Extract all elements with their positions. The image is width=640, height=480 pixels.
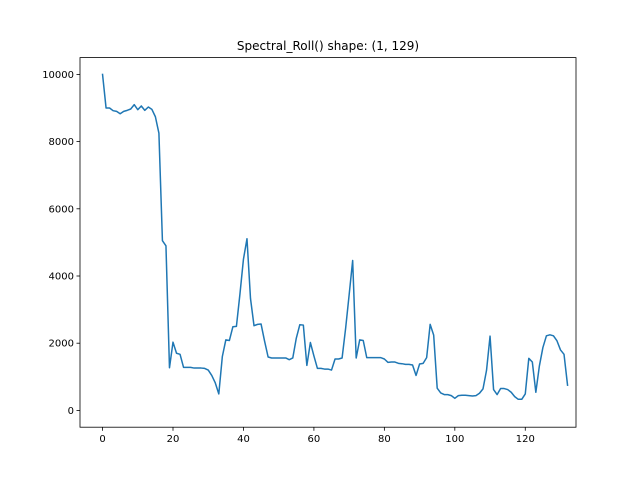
y-tick-label: 8000 (49, 137, 74, 148)
series-layer (101, 73, 569, 401)
x-tick-label: 40 (237, 434, 250, 445)
x-tick-label: 80 (378, 434, 391, 445)
x-tick-label: 100 (445, 434, 464, 445)
plot-area (80, 57, 576, 428)
y-tick-label: 0 (68, 406, 74, 417)
x-tick-label: 120 (516, 434, 535, 445)
y-tick-label: 2000 (49, 339, 74, 350)
chart-title: Spectral_Roll() shape: (1, 129) (237, 39, 419, 53)
x-axis: 0 20 40 60 80 100 120 (99, 427, 535, 445)
x-tick-label: 20 (167, 434, 180, 445)
y-tick-label: 4000 (49, 272, 74, 283)
plot-frame (79, 57, 577, 428)
y-tick-label: 6000 (49, 204, 74, 215)
y-tick-label: 10000 (42, 70, 74, 81)
y-axis: 0 2000 4000 6000 8000 10000 (42, 70, 80, 417)
x-tick-label: 0 (99, 434, 105, 445)
x-tick-label: 60 (308, 434, 321, 445)
